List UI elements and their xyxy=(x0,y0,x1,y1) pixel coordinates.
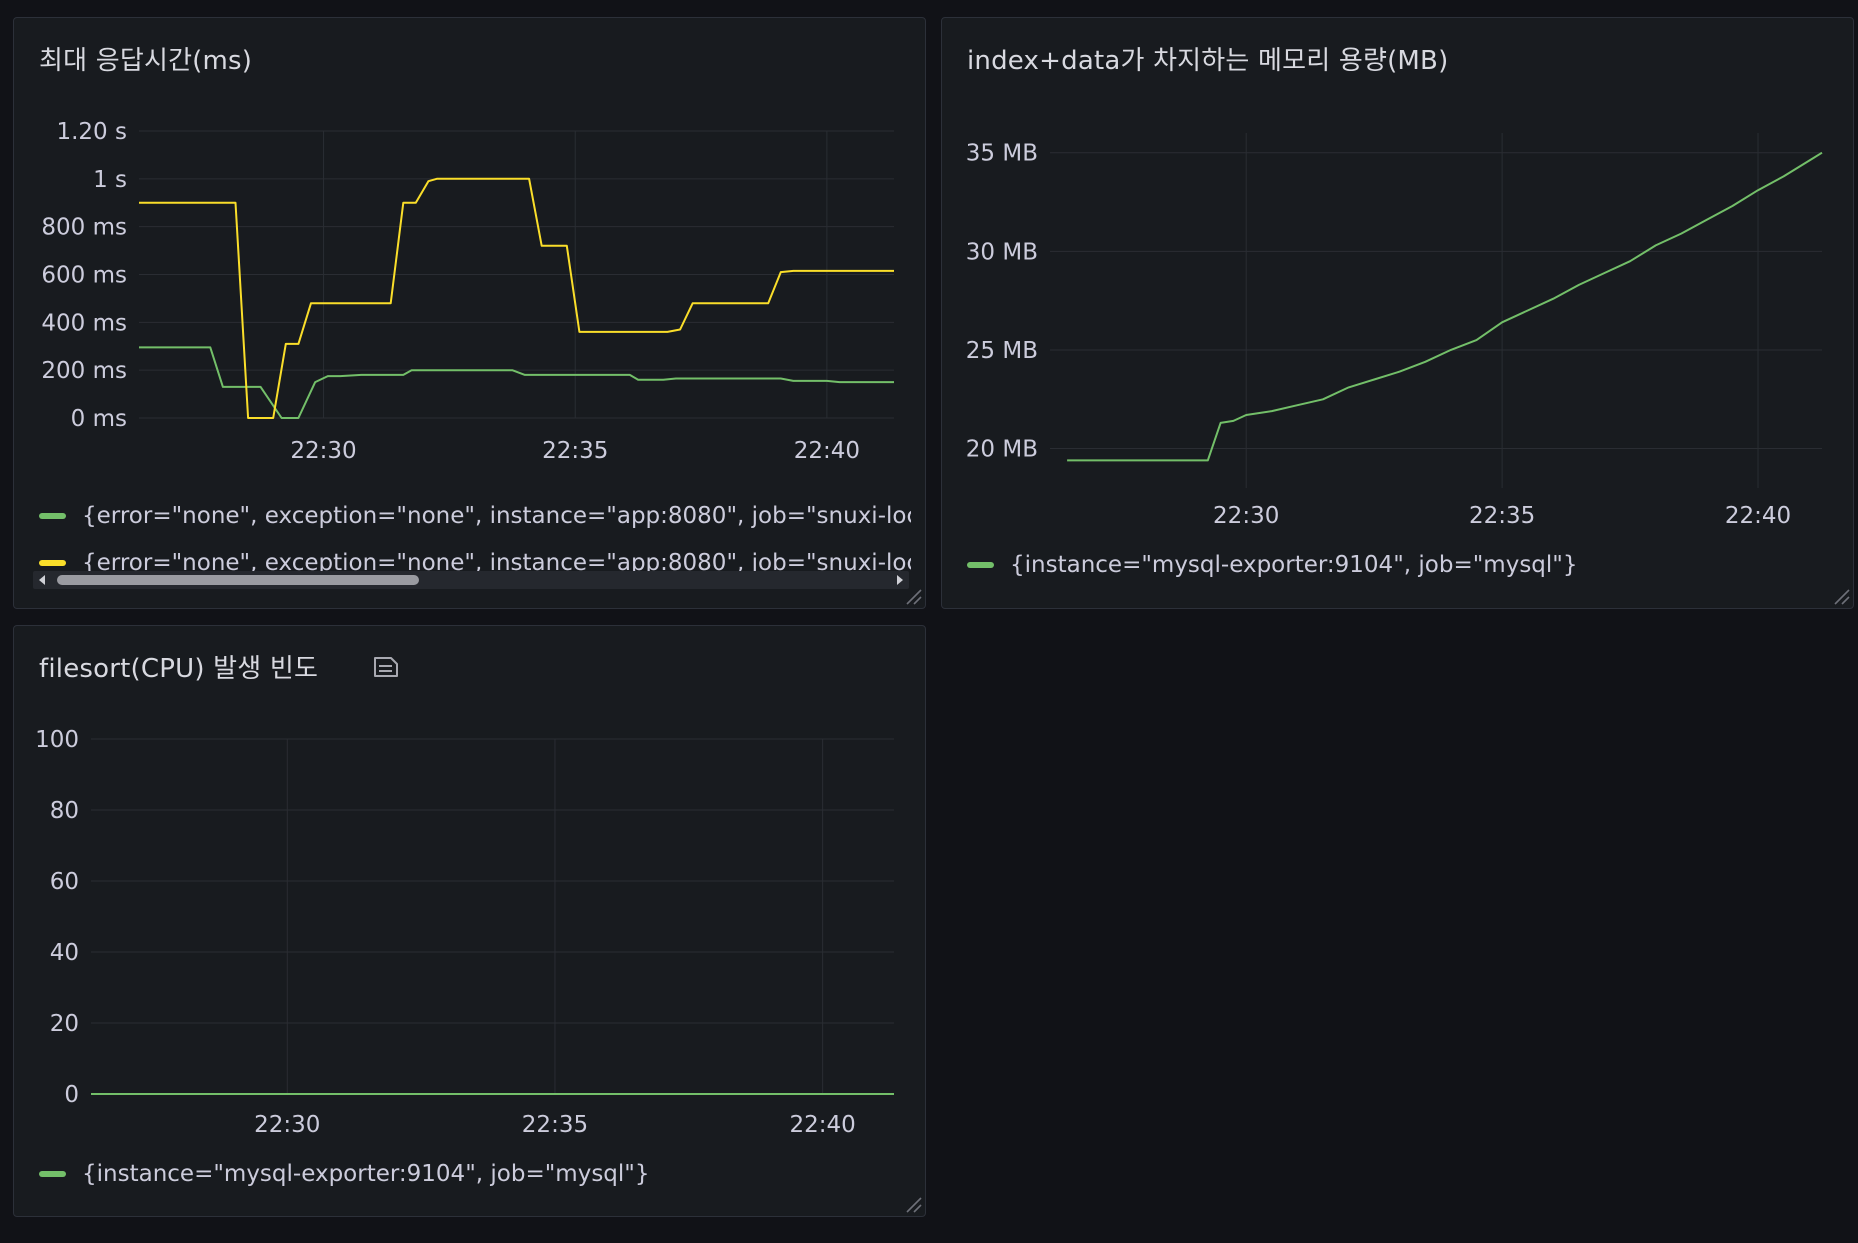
scroll-left-arrow-icon[interactable] xyxy=(39,575,45,585)
y-tick-label: 35 MB xyxy=(966,141,1038,167)
legend-swatch-yellow xyxy=(39,559,66,566)
filesort-frequency-chart[interactable]: 0 20 40 60 80 100 22:30 22:35 22:40 xyxy=(14,626,926,1156)
x-tick-label: 22:40 xyxy=(789,1112,855,1138)
x-tick-label: 22:40 xyxy=(1725,503,1791,529)
legend-label: {instance="mysql-exporter:9104", job="my… xyxy=(1010,551,1578,578)
series-line-1[interactable] xyxy=(1067,151,1823,462)
resize-handle-icon[interactable] xyxy=(901,584,923,606)
panel-filesort-frequency[interactable]: filesort(CPU) 발생 빈도 0 20 40 60 80 100 22:30 22:… xyxy=(13,625,926,1217)
y-tick-label: 25 MB xyxy=(966,338,1038,364)
scrollbar-thumb[interactable] xyxy=(57,575,419,585)
legend: {instance="mysql-exporter:9104", job="my… xyxy=(39,1150,911,1197)
y-tick-label: 0 xyxy=(64,1082,79,1108)
series-line-1[interactable] xyxy=(139,346,894,419)
y-tick-label: 30 MB xyxy=(966,239,1038,265)
document-icon[interactable] xyxy=(372,656,400,678)
x-tick-label: 22:35 xyxy=(522,1112,588,1138)
panel-title[interactable]: 최대 응답시간(ms) xyxy=(39,46,253,76)
legend-swatch-green xyxy=(967,561,994,568)
legend-label: {error="none", exception="none", instanc… xyxy=(82,502,911,529)
legend-item-series-1[interactable]: {error="none", exception="none", instanc… xyxy=(39,492,911,539)
legend-label: {instance="mysql-exporter:9104", job="my… xyxy=(82,1160,650,1187)
y-tick-label: 400 ms xyxy=(41,310,127,336)
x-tick-label: 22:35 xyxy=(542,438,608,464)
y-tick-label: 0 ms xyxy=(71,406,127,432)
x-tick-label: 22:35 xyxy=(1469,503,1535,529)
panel-title[interactable]: filesort(CPU) 발생 빈도 xyxy=(39,654,319,684)
resize-handle-icon[interactable] xyxy=(901,1192,923,1214)
y-tick-label: 20 MB xyxy=(966,437,1038,463)
legend-horizontal-scrollbar[interactable] xyxy=(33,571,909,589)
y-tick-label: 200 ms xyxy=(41,358,127,384)
legend-swatch-green xyxy=(39,1170,66,1177)
panel-max-response-time[interactable]: 최대 응답시간(ms) 0 ms 200 ms 400 ms 600 ms 800 ms… xyxy=(13,17,926,609)
y-tick-label: 600 ms xyxy=(41,263,127,289)
legend-swatch-green xyxy=(39,512,66,519)
y-tick-label: 40 xyxy=(50,940,79,966)
x-tick-label: 22:30 xyxy=(254,1112,320,1138)
y-tick-label: 60 xyxy=(50,869,79,895)
y-tick-label: 80 xyxy=(50,798,79,824)
legend-item-series-1[interactable]: {instance="mysql-exporter:9104", job="my… xyxy=(967,541,1839,588)
y-tick-label: 800 ms xyxy=(41,215,127,241)
memory-usage-chart[interactable]: 20 MB 25 MB 30 MB 35 MB 22:30 22:35 22:40 xyxy=(942,18,1854,548)
y-tick-label: 1.20 s xyxy=(56,119,127,145)
x-tick-label: 22:30 xyxy=(290,438,356,464)
response-time-chart[interactable]: 0 ms 200 ms 400 ms 600 ms 800 ms 1 s 1.20 s 22:… xyxy=(14,18,926,488)
x-tick-label: 22:40 xyxy=(794,438,860,464)
resize-handle-icon[interactable] xyxy=(1829,584,1851,606)
y-tick-label: 1 s xyxy=(93,167,127,193)
scroll-right-arrow-icon[interactable] xyxy=(897,575,903,585)
y-tick-label: 20 xyxy=(50,1011,79,1037)
panel-title[interactable]: index+data가 차지하는 메모리 용량(MB) xyxy=(967,46,1449,76)
legend-item-series-1[interactable]: {instance="mysql-exporter:9104", job="my… xyxy=(39,1150,911,1197)
x-tick-label: 22:30 xyxy=(1213,503,1279,529)
panel-memory-usage[interactable]: index+data가 차지하는 메모리 용량(MB) 20 MB 25 MB 30… xyxy=(941,17,1854,609)
legend: {instance="mysql-exporter:9104", job="my… xyxy=(967,541,1839,588)
y-tick-label: 100 xyxy=(35,727,79,753)
series-line-2[interactable] xyxy=(139,177,894,419)
